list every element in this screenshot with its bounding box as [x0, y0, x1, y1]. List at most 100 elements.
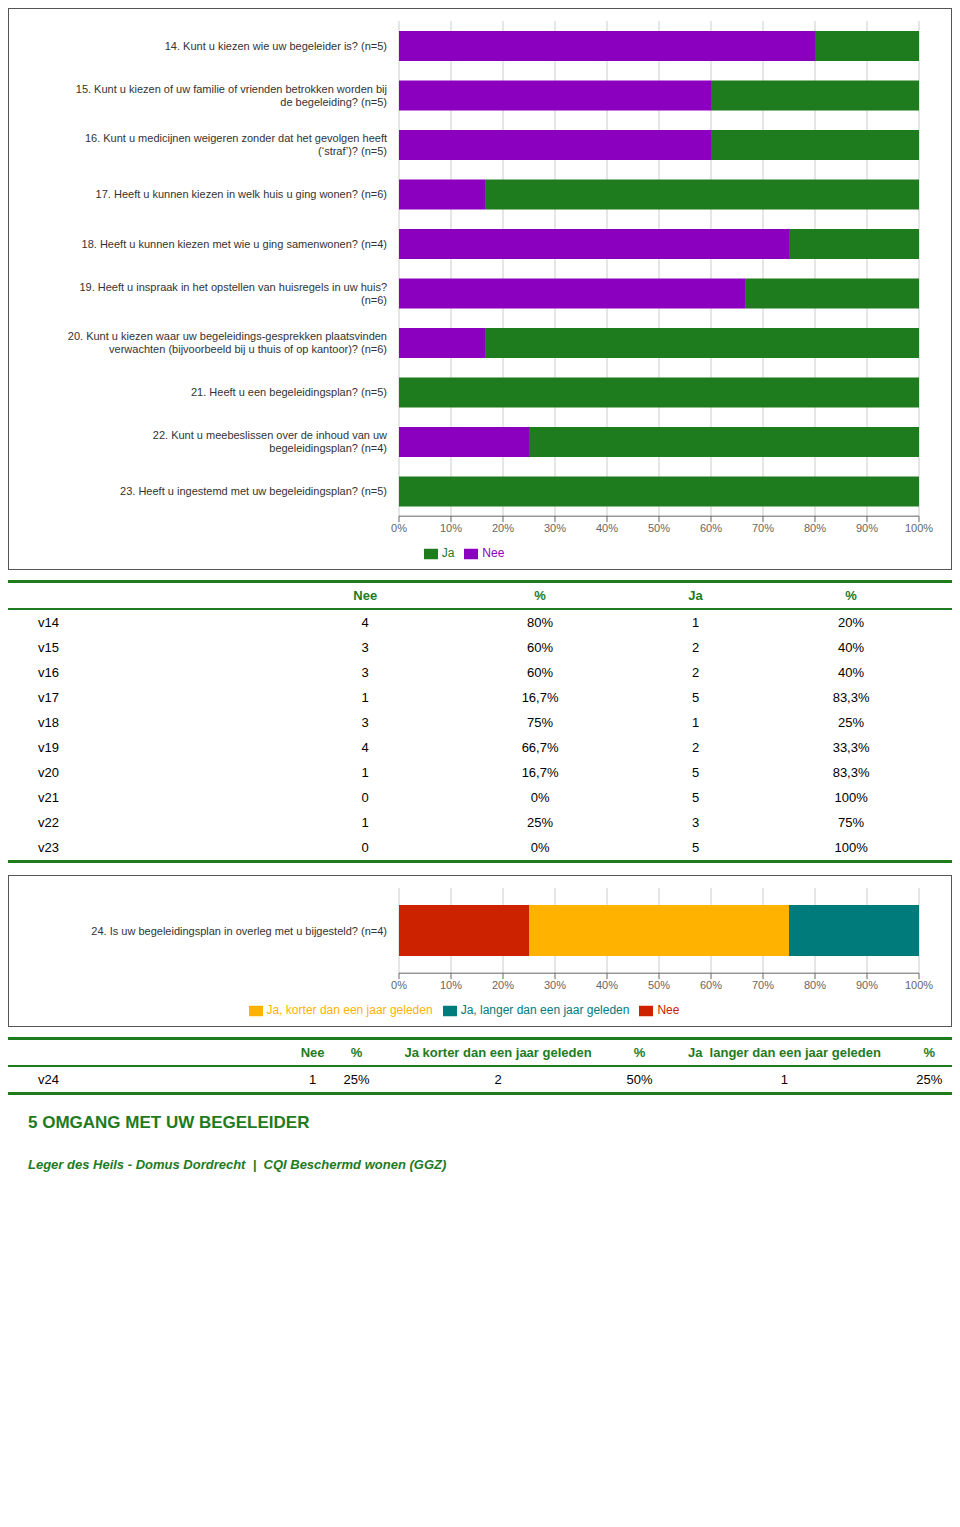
html-text:0%: 0%: [530, 790, 550, 805]
html-text:80%: 80%: [527, 615, 554, 630]
svg-text:14. Kunt u kiezen wie uw begel: 14. Kunt u kiezen wie uw begeleider is? …: [165, 40, 387, 52]
html-text:3: 3: [692, 815, 700, 830]
svg-text:60%: 60%: [700, 979, 722, 991]
html-text:v15: v15: [38, 640, 59, 655]
svg-text:20. Kunt u kiezen waar uw bege: 20. Kunt u kiezen waar uw begeleidings-g…: [68, 330, 387, 355]
html-text:33,3%: 33,3%: [832, 740, 870, 755]
svg-text:100%: 100%: [905, 522, 933, 534]
svg-text:23. Heeft u ingestemd met uw b: 23. Heeft u ingestemd met uw begeleiding…: [120, 485, 387, 497]
html-text:5: 5: [692, 840, 700, 855]
html-text:v14: v14: [38, 615, 59, 630]
html-text:Nee: Nee: [657, 1003, 680, 1018]
html-text:40%: 40%: [838, 640, 865, 655]
html-text:2: 2: [692, 665, 700, 680]
svg-text:19. Heeft u inspraak in het op: 19. Heeft u inspraak in het opstellen va…: [79, 281, 387, 306]
svg-text:70%: 70%: [752, 979, 774, 991]
svg-text:16. Kunt u medicijnen weigeren: 16. Kunt u medicijnen weigeren zonder da…: [85, 132, 387, 157]
html-text:Nee: Nee: [482, 546, 505, 561]
svg-text:20%: 20%: [492, 979, 514, 991]
html-text:3: 3: [361, 665, 369, 680]
svg-text:70%: 70%: [752, 522, 774, 534]
html-text:5 OMGANG MET UW BEGELEIDER: 5 OMGANG MET UW BEGELEIDER: [28, 1113, 310, 1132]
svg-text:15. Kunt u kiezen of uw famili: 15. Kunt u kiezen of uw familie of vrien…: [76, 83, 387, 108]
html-text:v23: v23: [38, 840, 59, 855]
html-text:1: 1: [309, 1072, 317, 1087]
svg-text:0%: 0%: [391, 522, 407, 534]
html-text:3: 3: [361, 715, 369, 730]
html-text:16,7%: 16,7%: [521, 690, 559, 705]
html-text:25%: 25%: [916, 1072, 943, 1087]
html-text:v21: v21: [38, 790, 59, 805]
html-text:v16: v16: [38, 665, 59, 680]
html-text:100%: 100%: [834, 840, 868, 855]
html-text:0: 0: [361, 790, 369, 805]
html-text:1: 1: [361, 765, 369, 780]
html-text:75%: 75%: [527, 715, 554, 730]
svg-text:50%: 50%: [648, 979, 670, 991]
svg-text:22. Kunt u meebeslissen over d: 22. Kunt u meebeslissen over de inhoud v…: [153, 429, 387, 454]
html-text:1: 1: [361, 690, 369, 705]
html-text:25%: 25%: [838, 715, 865, 730]
html-text:Ja: Ja: [688, 588, 703, 603]
svg-text:17. Heeft u kunnen kiezen in w: 17. Heeft u kunnen kiezen in welk huis u…: [96, 188, 387, 200]
svg-text:60%: 60%: [700, 522, 722, 534]
html-text:v19: v19: [38, 740, 59, 755]
html-text:75%: 75%: [838, 815, 865, 830]
svg-text:90%: 90%: [856, 979, 878, 991]
html-text:40%: 40%: [838, 665, 865, 680]
svg-text:10%: 10%: [440, 979, 462, 991]
html-text:Ja, langer dan een jaar gelede: Ja, langer dan een jaar geleden: [460, 1003, 630, 1018]
html-text:Ja, korter dan een jaar gelede: Ja, korter dan een jaar geleden: [266, 1003, 433, 1018]
html-text:16,7%: 16,7%: [521, 765, 559, 780]
svg-text:50%: 50%: [648, 522, 670, 534]
html-text:v24: v24: [38, 1072, 59, 1087]
svg-text:30%: 30%: [544, 522, 566, 534]
svg-text:21. Heeft u een begeleidingspl: 21. Heeft u een begeleidingsplan? (n=5): [191, 386, 387, 398]
html-text:5: 5: [692, 765, 700, 780]
html-text:25%: 25%: [527, 815, 554, 830]
svg-text:10%: 10%: [440, 522, 462, 534]
html-text:2: 2: [692, 740, 700, 755]
html-text:50%: 50%: [626, 1072, 653, 1087]
svg-text:80%: 80%: [804, 979, 826, 991]
html-text:0: 0: [361, 840, 369, 855]
svg-text:18. Heeft u kunnen kiezen met: 18. Heeft u kunnen kiezen met wie u ging…: [82, 238, 387, 250]
html-text:2: 2: [692, 640, 700, 655]
html-text:66,7%: 66,7%: [521, 740, 559, 755]
svg-text:40%: 40%: [596, 979, 618, 991]
html-text:Ja: Ja: [441, 546, 455, 561]
html-text:Ja langer dan een jaar geleden: Ja langer dan een jaar geleden: [687, 1045, 881, 1060]
svg-text:40%: 40%: [596, 522, 618, 534]
html-text:v18: v18: [38, 715, 59, 730]
svg-text:24. Is uw begeleidingsplan in: 24. Is uw begeleidingsplan in overleg me…: [91, 925, 387, 937]
svg-text:20%: 20%: [492, 522, 514, 534]
html-text:83,3%: 83,3%: [832, 765, 870, 780]
html-text:100%: 100%: [834, 790, 868, 805]
svg-text:80%: 80%: [804, 522, 826, 534]
svg-text:90%: 90%: [856, 522, 878, 534]
html-text:25%: 25%: [343, 1072, 370, 1087]
html-text:60%: 60%: [527, 665, 554, 680]
html-text:Nee: Nee: [353, 588, 378, 603]
svg-text:100%: 100%: [905, 979, 933, 991]
html-text:5: 5: [692, 690, 700, 705]
svg-text:30%: 30%: [544, 979, 566, 991]
html-text:4: 4: [361, 615, 369, 630]
html-text:Ja korter dan een jaar geleden: Ja korter dan een jaar geleden: [404, 1045, 592, 1060]
html-text:20%: 20%: [838, 615, 865, 630]
html-text:1: 1: [361, 815, 369, 830]
html-text:60%: 60%: [527, 640, 554, 655]
html-text:3: 3: [361, 640, 369, 655]
html-text:v20: v20: [38, 765, 59, 780]
html-text:Nee: Nee: [300, 1045, 325, 1060]
html-text:0%: 0%: [530, 840, 550, 855]
html-text:v22: v22: [38, 815, 59, 830]
svg-text:0%: 0%: [391, 979, 407, 991]
html-text:v17: v17: [38, 690, 59, 705]
html-text:1: 1: [692, 715, 700, 730]
html-text:5: 5: [692, 790, 700, 805]
html-text:4: 4: [361, 740, 369, 755]
html-text:83,3%: 83,3%: [832, 690, 870, 705]
html-text:1: 1: [692, 615, 700, 630]
html-text:Leger des Heils - Domus Dordre: Leger des Heils - Domus Dordrecht | CQI …: [28, 1157, 447, 1172]
